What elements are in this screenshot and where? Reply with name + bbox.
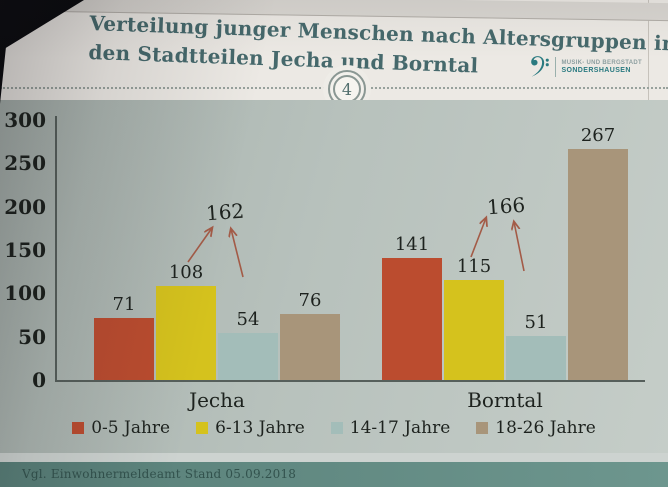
legend-label: 0-5 Jahre — [91, 418, 171, 438]
category-label: Jecha — [189, 388, 245, 412]
bar-group: 141 115 51 267 — [382, 125, 628, 380]
logo-city-name: SONDERSHAUSEN — [561, 67, 631, 74]
page-number: 4 — [333, 75, 361, 103]
bar-value-label: 108 — [168, 262, 204, 283]
footer-band — [0, 462, 668, 487]
legend-label: 18-26 Jahre — [495, 418, 596, 438]
y-axis-tick: 300 — [4, 108, 46, 132]
bar-value-label: 71 — [112, 294, 136, 315]
bass-clef-icon — [531, 56, 550, 77]
bar-value-label: 141 — [394, 234, 430, 255]
y-axis-tick: 200 — [4, 194, 46, 219]
bar-value-label: 54 — [236, 309, 260, 330]
bar-value-label: 76 — [298, 290, 322, 311]
bar: 141 — [382, 234, 442, 380]
legend-swatch — [330, 422, 343, 434]
bar: 54 — [218, 309, 278, 380]
y-axis-tick: 150 — [4, 238, 46, 262]
bar-value-label: 115 — [456, 256, 492, 277]
bar: 267 — [568, 125, 628, 380]
bar: 108 — [156, 262, 216, 380]
y-axis-line — [55, 116, 57, 381]
y-axis-tick: 250 — [4, 151, 46, 176]
y-axis-tick: 50 — [18, 324, 46, 349]
plot-baseline — [55, 380, 645, 382]
legend-item: 0-5 Jahre — [72, 418, 170, 438]
legend-swatch — [196, 422, 209, 434]
sum-annotation: 162 — [205, 198, 245, 226]
legend-swatch — [476, 422, 489, 434]
bar-value-label: 267 — [580, 125, 616, 146]
y-axis-tick: 0 — [32, 368, 46, 392]
slide-right-edge — [648, 0, 649, 100]
legend-swatch — [72, 422, 85, 434]
logo-org-name: MUSIK- UND BERGSTADT — [561, 60, 642, 66]
sum-annotation: 166 — [486, 192, 526, 220]
bars-layer: 71 108 54 76 141 115 51 267 — [0, 100, 668, 380]
chart-legend: 0-5 Jahre 6-13 Jahre 14-17 Jahre 18-26 Jahr… — [0, 418, 668, 438]
legend-item: 18-26 Jahre — [476, 418, 596, 438]
source-note: Vgl. Einwohnermeldeamt Stand 05.09.2018 — [22, 467, 297, 481]
logo-divider — [555, 57, 557, 77]
legend-label: 14-17 Jahre — [349, 418, 451, 438]
legend-item: 6-13 Jahre — [196, 418, 305, 438]
slide-bottom-strip — [0, 453, 668, 462]
bar: 76 — [280, 290, 340, 380]
category-label: Borntal — [467, 388, 543, 412]
bar-chart: 300 250 200 150 100 50 0 71 108 54 76 141 115 51 267 … — [0, 100, 668, 453]
y-axis-tick: 100 — [4, 281, 46, 306]
bar: 51 — [506, 312, 566, 380]
legend-label: 6-13 Jahre — [215, 418, 305, 438]
city-logo: MUSIK- UND BERGSTADT SONDERSHAUSEN — [530, 55, 642, 79]
bar: 115 — [444, 256, 504, 380]
bar-group: 71 108 54 76 — [94, 262, 340, 380]
bar: 71 — [94, 294, 154, 380]
bar-value-label: 51 — [524, 312, 548, 333]
legend-item: 14-17 Jahre — [330, 418, 451, 438]
